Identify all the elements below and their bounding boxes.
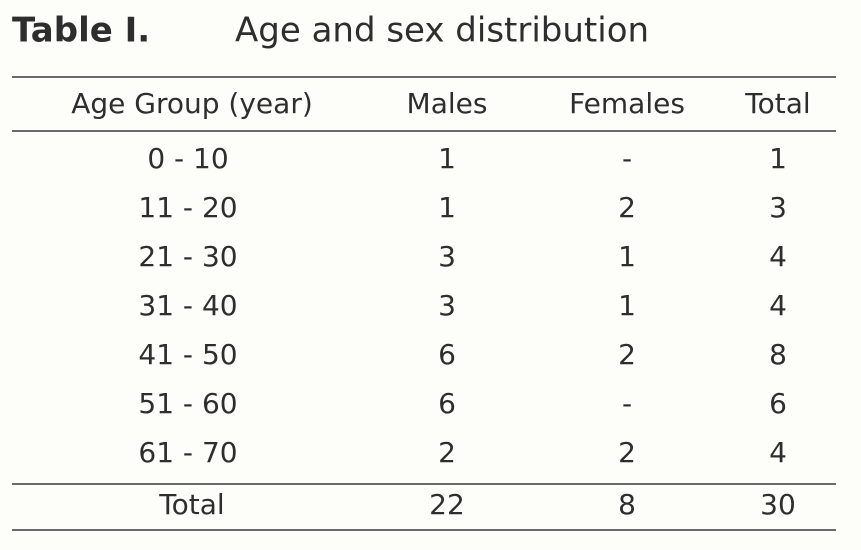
table-cell: 61 - 70 — [138, 436, 237, 469]
table-cell: 4 — [769, 289, 787, 322]
table-label: Table I. — [12, 11, 150, 51]
table-cell: 1 — [618, 289, 636, 322]
table-cell: 8 — [769, 338, 787, 371]
table-cell: 2 — [618, 338, 636, 371]
table-cell: 1 — [618, 240, 636, 273]
total-cell: 8 — [618, 488, 636, 521]
table-cell: 6 — [769, 387, 787, 420]
column-header: Males — [407, 87, 488, 120]
column-header: Females — [569, 87, 685, 120]
table-cell: 6 — [438, 387, 456, 420]
total-cell: Total — [158, 488, 224, 521]
table-cell: 2 — [438, 436, 456, 469]
table-cell: 3 — [769, 191, 787, 224]
table-cell: 11 - 20 — [138, 191, 237, 224]
table-cell: 2 — [618, 436, 636, 469]
table-title: Age and sex distribution — [235, 11, 649, 51]
table-cell: 3 — [438, 289, 456, 322]
table-cell: - — [622, 142, 632, 175]
table-cell: 1 — [769, 142, 787, 175]
total-cell: 22 — [429, 488, 465, 521]
table-cell: 6 — [438, 338, 456, 371]
table-cell: 21 - 30 — [138, 240, 237, 273]
column-header: Age Group (year) — [71, 87, 313, 120]
table-cell: 41 - 50 — [138, 338, 237, 371]
table-cell: 0 - 10 — [147, 142, 228, 175]
table-cell: - — [622, 387, 632, 420]
column-header: Total — [744, 87, 810, 120]
table-cell: 1 — [438, 191, 456, 224]
table-cell: 1 — [438, 142, 456, 175]
table-cell: 31 - 40 — [138, 289, 237, 322]
total-cell: 30 — [760, 488, 796, 521]
table-cell: 3 — [438, 240, 456, 273]
table-cell: 4 — [769, 240, 787, 273]
table-cell: 2 — [618, 191, 636, 224]
table-cell: 4 — [769, 436, 787, 469]
table-cell: 51 - 60 — [138, 387, 237, 420]
